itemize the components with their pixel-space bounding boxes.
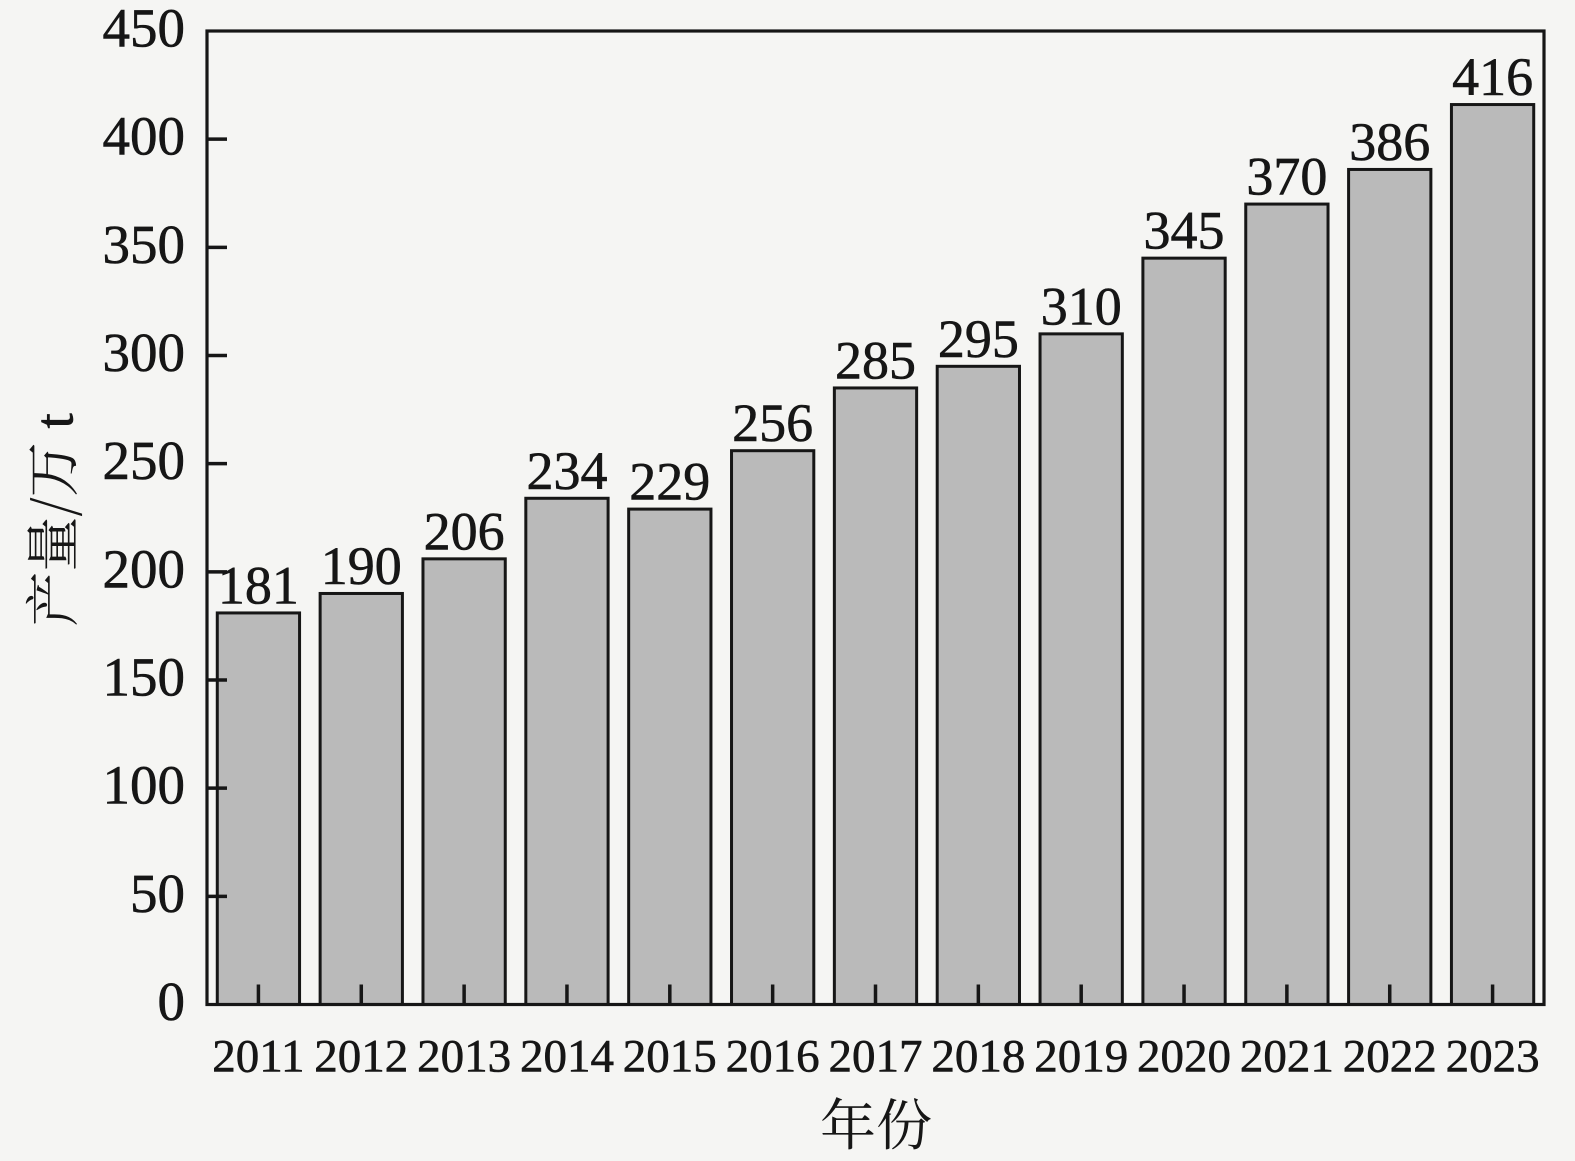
svg-text:285: 285 [835, 330, 916, 390]
svg-text:229: 229 [629, 452, 710, 512]
svg-text:206: 206 [424, 501, 505, 561]
svg-text:100: 100 [103, 755, 186, 816]
svg-text:2011: 2011 [212, 1031, 304, 1083]
svg-text:0: 0 [158, 971, 186, 1032]
svg-text:2014: 2014 [520, 1031, 614, 1083]
svg-text:2019: 2019 [1034, 1031, 1128, 1083]
svg-text:416: 416 [1452, 47, 1533, 107]
svg-text:386: 386 [1349, 112, 1430, 172]
svg-text:2021: 2021 [1240, 1031, 1334, 1083]
svg-text:2020: 2020 [1137, 1031, 1231, 1083]
svg-text:295: 295 [938, 309, 1019, 369]
svg-text:2023: 2023 [1446, 1031, 1540, 1083]
svg-text:200: 200 [103, 538, 186, 599]
svg-text:2022: 2022 [1343, 1031, 1437, 1083]
svg-text:2018: 2018 [931, 1031, 1025, 1083]
svg-text:2015: 2015 [623, 1031, 717, 1083]
svg-text:t: t [24, 413, 85, 428]
svg-text:450: 450 [103, 0, 186, 59]
svg-text:256: 256 [732, 393, 813, 453]
svg-text:250: 250 [103, 430, 186, 491]
svg-text:2017: 2017 [829, 1031, 923, 1083]
svg-text:2016: 2016 [726, 1031, 820, 1083]
svg-text:150: 150 [103, 647, 186, 708]
svg-text:370: 370 [1246, 147, 1327, 207]
svg-text:2013: 2013 [417, 1031, 511, 1083]
svg-text:190: 190 [321, 536, 402, 596]
svg-text:2012: 2012 [314, 1031, 408, 1083]
svg-text:310: 310 [1041, 276, 1122, 336]
svg-text:400: 400 [103, 106, 186, 167]
svg-text:350: 350 [103, 214, 186, 275]
svg-text:234: 234 [526, 441, 607, 501]
svg-text:181: 181 [218, 555, 299, 615]
svg-text:345: 345 [1144, 201, 1225, 261]
svg-text:50: 50 [130, 863, 185, 924]
svg-text:300: 300 [103, 322, 186, 383]
